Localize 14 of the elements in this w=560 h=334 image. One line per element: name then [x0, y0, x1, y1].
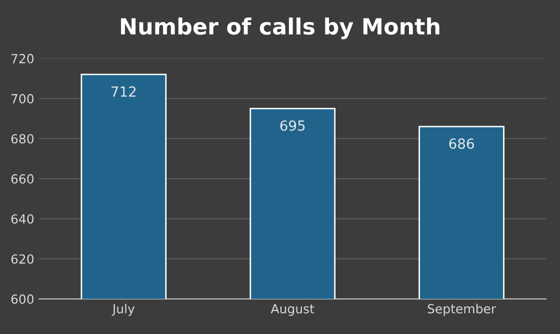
y-tick-label: 680: [11, 134, 34, 144]
x-tick-label: August: [270, 304, 314, 316]
data-label: 712: [112, 86, 136, 97]
chart-title: Number of calls by Month: [121, 18, 440, 40]
y-tick-label: 600: [11, 294, 34, 304]
y-tick-label: 660: [11, 174, 34, 184]
x-tick-label: July: [112, 304, 135, 316]
data-label: 686: [449, 138, 474, 149]
data-label: 695: [280, 120, 305, 131]
y-tick-label: 620: [11, 254, 34, 264]
x-tick-label: September: [428, 304, 496, 316]
y-tick-label: 720: [12, 54, 34, 64]
y-tick-label: 700: [12, 94, 34, 104]
y-tick-label: 640: [11, 214, 34, 224]
